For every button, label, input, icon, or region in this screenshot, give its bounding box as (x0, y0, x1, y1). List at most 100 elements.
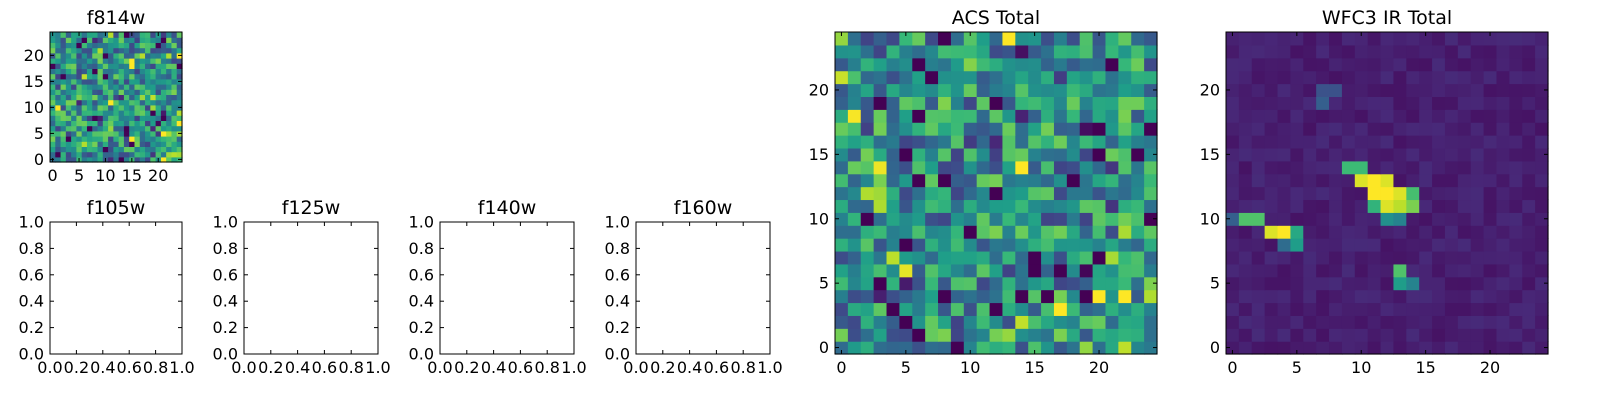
f814w-cell (155, 120, 162, 127)
wfc3-ir-total-cell (1457, 109, 1472, 123)
acs-total-cell (886, 341, 900, 355)
acs-total-cell (1079, 122, 1094, 136)
acs-total-cell (1015, 289, 1029, 304)
f814w-cell (65, 89, 72, 95)
f814w-cell (71, 99, 77, 106)
f814w-cell (113, 146, 120, 153)
acs-total-cell (938, 173, 952, 188)
wfc3-ir-total-cell (1316, 276, 1330, 291)
wfc3-ir-total-cell (1496, 341, 1510, 355)
acs-total-cell (1066, 276, 1081, 291)
acs-total-cell (1002, 315, 1016, 329)
wfc3-ir-total-cell (1290, 135, 1304, 149)
f814w-cell (113, 42, 120, 49)
wfc3-ir-total-cell (1303, 225, 1317, 239)
acs-total-cell (976, 289, 991, 304)
acs-total-cell (925, 315, 939, 329)
wfc3-ir-total-cell (1341, 263, 1356, 278)
f814w-cell (102, 89, 109, 95)
f814w-cell (76, 110, 83, 116)
acs-total-cell (925, 238, 939, 252)
wfc3-ir-total-cell (1380, 276, 1395, 291)
acs-total-cell (835, 302, 849, 316)
wfc3-ir-total-cell (1341, 135, 1356, 149)
acs-total-cell (1015, 44, 1029, 59)
wfc3-ir-total-cell (1393, 276, 1407, 291)
acs-total-cell (835, 289, 849, 304)
acs-total-cell (835, 315, 849, 329)
f814w-cell (139, 78, 146, 85)
acs-total-cell (1041, 238, 1055, 252)
f140w-ytick-label: 0.4 (409, 292, 434, 311)
acs-total-cell (1131, 341, 1145, 355)
wfc3-ir-total-cell (1535, 250, 1549, 265)
acs-total-cell (873, 263, 888, 278)
wfc3-ir-total-cell (1341, 341, 1356, 355)
f814w-cell (139, 84, 146, 90)
acs-total-cell (1105, 173, 1119, 188)
wfc3-ir-total-cell (1341, 147, 1356, 162)
acs-total-cell (1028, 44, 1042, 59)
acs-total-cell (963, 328, 978, 342)
f814w-cell (155, 52, 162, 59)
acs-total-cell (989, 109, 1004, 123)
wfc3-ir-total-ytick-label: 10 (1200, 209, 1220, 228)
acs-total-cell (1041, 32, 1055, 46)
f814w-cell (60, 146, 67, 153)
acs-total-cell (976, 315, 991, 329)
acs-total-cell (886, 147, 900, 162)
wfc3-ir-total-cell (1483, 83, 1498, 97)
f814w-cell (60, 42, 67, 49)
f814w-cell (160, 42, 167, 49)
acs-total-cell (1118, 160, 1132, 175)
acs-total-cell (860, 147, 875, 162)
f814w-cell (86, 110, 93, 116)
f814w-cell (86, 52, 93, 59)
acs-total-cell (1092, 199, 1107, 213)
f814w-cell (166, 130, 173, 137)
wfc3-ir-total-cell (1432, 250, 1446, 265)
f814w-cell (171, 58, 178, 64)
acs-total-cell (886, 250, 900, 265)
f814w-cell (71, 63, 77, 69)
f125w-xtick-label: 0.0 (231, 358, 256, 377)
acs-total-cell (1041, 341, 1055, 355)
f814w-ytick-label: 0 (34, 150, 44, 169)
f814w-cell (166, 99, 173, 106)
wfc3-ir-total-cell (1483, 135, 1498, 149)
f814w-cell (176, 37, 183, 43)
wfc3-ir-total-cell (1354, 263, 1369, 278)
acs-total-cell (899, 225, 913, 239)
wfc3-ir-total-cell (1238, 160, 1253, 175)
f814w-cell (166, 78, 173, 85)
acs-total-cell (899, 302, 913, 316)
wfc3-ir-total-cell (1522, 276, 1536, 291)
wfc3-ir-total-cell (1432, 225, 1446, 239)
f814w-cell (145, 125, 151, 132)
f814w-cell (86, 78, 93, 85)
wfc3-ir-total-cell (1303, 186, 1317, 201)
acs-total-cell (1092, 44, 1107, 59)
acs-total-cell (886, 302, 900, 316)
f814w-cell (108, 120, 114, 127)
wfc3-ir-total-cell (1470, 147, 1485, 162)
wfc3-ir-total-cell (1341, 199, 1356, 213)
f814w-cell (86, 32, 93, 38)
wfc3-ir-total-cell (1393, 199, 1407, 213)
f814w-cell (92, 94, 99, 101)
wfc3-ir-total-cell (1238, 199, 1253, 213)
f105w-ytick-label: 0.0 (19, 345, 44, 364)
wfc3-ir-total-cell (1341, 32, 1356, 46)
f814w-cell (71, 73, 77, 80)
wfc3-ir-total-cell (1226, 199, 1240, 213)
f814w-cell (76, 47, 83, 54)
f814w-cell (129, 141, 136, 147)
acs-total-cell (1131, 302, 1145, 316)
wfc3-ir-total-cell (1277, 341, 1291, 355)
f814w-cell (108, 94, 114, 101)
wfc3-ir-total-cell (1251, 302, 1266, 316)
wfc3-ir-total-cell (1406, 328, 1420, 342)
acs-total-cell (1144, 212, 1158, 226)
acs-total-cell (989, 96, 1004, 110)
acs-total-cell (1053, 57, 1068, 72)
